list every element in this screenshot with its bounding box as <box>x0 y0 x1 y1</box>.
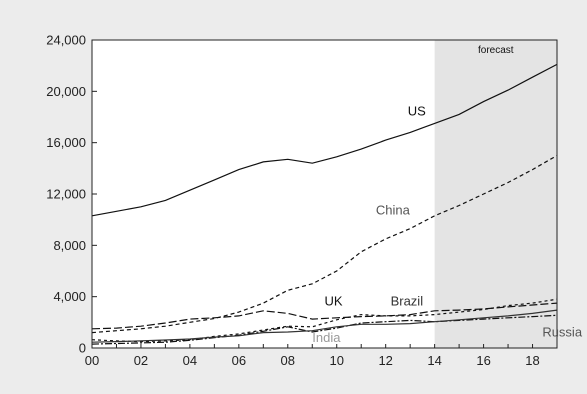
series-line-india <box>91 309 558 343</box>
series-label-brazil: Brazil <box>391 294 424 309</box>
y-tick-label: 8,000 <box>53 238 86 253</box>
series-line-brazil <box>91 298 558 343</box>
x-tick-label: 04 <box>183 353 197 368</box>
x-tick-label: 08 <box>281 353 295 368</box>
y-tick-label: 12,000 <box>46 187 86 202</box>
series-line-china <box>91 154 558 334</box>
x-tick-label: 12 <box>378 353 392 368</box>
y-tick-label: 16,000 <box>46 135 86 150</box>
series-label-russia: Russia <box>542 324 583 339</box>
series-line-uk <box>91 302 558 330</box>
series-line-us <box>91 63 558 217</box>
series-label-us: US <box>408 104 426 119</box>
y-tick-label: 24,000 <box>46 33 86 48</box>
x-tick-label: 18 <box>525 353 539 368</box>
x-tick-label: 14 <box>427 353 441 368</box>
x-tick-label: 10 <box>330 353 344 368</box>
y-tick-label: 20,000 <box>46 84 86 99</box>
forecast-label: forecast <box>478 45 514 56</box>
x-tick-label: 16 <box>476 353 490 368</box>
x-tick-label: 00 <box>85 353 99 368</box>
series-line-russia <box>91 314 558 345</box>
y-tick-label: 0 <box>79 341 86 356</box>
forecast-region <box>434 40 557 348</box>
series-label-india: India <box>312 330 341 345</box>
x-tick-label: 06 <box>232 353 246 368</box>
series-label-uk: UK <box>325 294 343 309</box>
x-tick-label: 02 <box>134 353 148 368</box>
y-tick-label: 4,000 <box>53 289 86 304</box>
series-label-china: China <box>376 203 411 218</box>
